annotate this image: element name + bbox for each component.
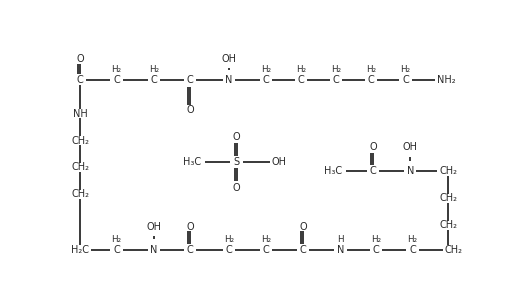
Text: C: C	[113, 76, 120, 85]
Text: C: C	[225, 245, 232, 255]
Text: C: C	[187, 245, 194, 255]
Text: C: C	[370, 166, 377, 176]
Text: C: C	[402, 76, 409, 85]
Text: H₃C: H₃C	[324, 166, 343, 176]
Text: H₂: H₂	[331, 65, 341, 74]
Text: H₂: H₂	[407, 235, 417, 244]
Text: C: C	[187, 76, 194, 85]
Text: H₂: H₂	[296, 65, 306, 74]
Text: C: C	[373, 245, 379, 255]
Text: C: C	[409, 245, 416, 255]
Text: CH₂: CH₂	[71, 163, 89, 173]
Text: O: O	[76, 54, 84, 64]
Text: H₂: H₂	[112, 65, 122, 74]
Text: C: C	[150, 76, 157, 85]
Text: CH₂: CH₂	[445, 245, 463, 255]
Text: CH₂: CH₂	[71, 135, 89, 145]
Text: O: O	[186, 222, 194, 232]
Text: CH₂: CH₂	[439, 166, 457, 176]
Text: O: O	[186, 105, 194, 115]
Text: O: O	[299, 222, 307, 232]
Text: C: C	[263, 245, 269, 255]
Text: O: O	[233, 132, 241, 142]
Text: NH₂: NH₂	[436, 76, 455, 85]
Text: CH₂: CH₂	[71, 189, 89, 199]
Text: C: C	[300, 245, 307, 255]
Text: H₂: H₂	[371, 235, 381, 244]
Text: H₂: H₂	[366, 65, 376, 74]
Text: OH: OH	[403, 142, 418, 152]
Text: CH₂: CH₂	[439, 220, 457, 230]
Text: S: S	[234, 157, 240, 167]
Text: C: C	[367, 76, 374, 85]
Text: H₂: H₂	[261, 235, 271, 244]
Text: H₂: H₂	[224, 235, 234, 244]
Text: C: C	[332, 76, 339, 85]
Text: O: O	[233, 182, 241, 192]
Text: OH: OH	[221, 54, 236, 64]
Text: H₃C: H₃C	[184, 157, 202, 167]
Text: C: C	[298, 76, 304, 85]
Text: OH: OH	[272, 157, 287, 167]
Text: O: O	[369, 142, 377, 152]
Text: N: N	[407, 166, 414, 176]
Text: NH: NH	[72, 109, 87, 119]
Text: C: C	[113, 245, 120, 255]
Text: C: C	[77, 76, 84, 85]
Text: H₂: H₂	[400, 65, 411, 74]
Text: H₂: H₂	[149, 65, 159, 74]
Text: N: N	[150, 245, 158, 255]
Text: C: C	[263, 76, 269, 85]
Text: CH₂: CH₂	[439, 193, 457, 203]
Text: H₂C: H₂C	[71, 245, 89, 255]
Text: OH: OH	[146, 222, 161, 232]
Text: H: H	[337, 235, 344, 244]
Text: H₂: H₂	[112, 235, 122, 244]
Text: N: N	[225, 76, 233, 85]
Text: H₂: H₂	[261, 65, 271, 74]
Text: N: N	[337, 245, 344, 255]
